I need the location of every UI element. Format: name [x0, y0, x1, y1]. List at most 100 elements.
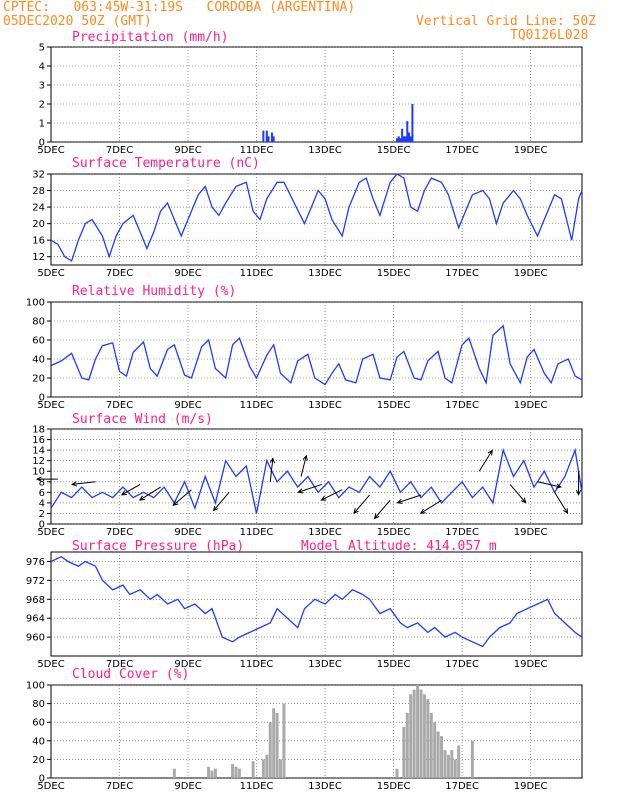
wind-vector-arrow: [509, 484, 527, 503]
cloud-bar: [261, 759, 265, 778]
pres-ytick-label: 972: [26, 576, 45, 587]
cloud-xtick-label: 13DEC: [308, 781, 342, 792]
cloud-bar: [453, 759, 457, 778]
pres-panel: 5DEC 7DEC 9DEC 11DEC 13DEC 15DEC 17DEC 19DEC 960…: [26, 551, 583, 670]
cloud-bar: [275, 712, 279, 778]
precip-xtick-label: 17DEC: [445, 145, 479, 156]
precip-ytick-label: 0: [39, 138, 45, 149]
pres-xtick-label: 7DEC: [106, 659, 133, 670]
rh-xtick-label: 15DEC: [377, 400, 411, 411]
precip-bar: [272, 136, 275, 142]
pres-xtick-label: 9DEC: [174, 659, 201, 670]
cloud-title: Cloud Cover (%): [72, 667, 189, 682]
precip-bar: [401, 128, 404, 142]
cloud-ytick-label: 0: [39, 774, 45, 785]
header-code: TQ0126L028: [510, 28, 589, 43]
rh-xtick-label: 11DEC: [240, 400, 274, 411]
rh-xtick-label: 13DEC: [308, 400, 342, 411]
precip-xtick-label: 19DEC: [514, 145, 548, 156]
cloud-xtick-label: 9DEC: [174, 781, 201, 792]
temp-xtick-label: 7DEC: [106, 268, 133, 279]
precip-bar: [404, 136, 407, 142]
wind-ytick-label: 8: [39, 477, 45, 488]
precip-bar: [267, 136, 270, 142]
wind-vector-arrow: [420, 499, 442, 514]
rh-series-line: [50, 324, 583, 386]
precip-bar: [262, 130, 265, 142]
precip-bar: [411, 104, 414, 142]
precip-xtick-label: 9DEC: [174, 145, 201, 156]
wind-vector-arrowhead: [138, 495, 145, 501]
wind-vector-arrowhead: [35, 476, 42, 482]
wind-vector-arrow: [321, 489, 343, 501]
cloud-bar: [282, 703, 286, 778]
wind-ytick-label: 4: [39, 498, 45, 509]
wind-vector-arrow: [213, 492, 230, 511]
pres-title: Surface Pressure (hPa): [72, 539, 244, 554]
temp-xtick-label: 17DEC: [445, 268, 479, 279]
wind-ytick-label: 2: [39, 509, 45, 520]
temp-xtick-label: 15DEC: [377, 268, 411, 279]
rh-ytick-label: 40: [32, 355, 45, 366]
header-location: CPTEC: 063:45W-31:19S CORDOBA (ARGENTINA…: [3, 0, 356, 15]
temp-xtick-label: 5DEC: [37, 268, 64, 279]
rh-xtick-label: 19DEC: [514, 400, 548, 411]
precip-bar: [407, 132, 410, 142]
cloud-ytick-label: 20: [32, 755, 45, 766]
cloud-bar: [409, 694, 413, 778]
header-grid-note: Vertical Grid Line: 50Z: [416, 14, 597, 29]
pres-xtick-label: 11DEC: [240, 659, 274, 670]
precip-bar: [409, 136, 412, 142]
temp-series-line: [50, 173, 583, 262]
cloud-bar: [450, 750, 454, 778]
cloud-xtick-label: 19DEC: [514, 781, 548, 792]
wind-ytick-label: 10: [32, 467, 45, 478]
wind-frame: [50, 428, 583, 525]
cloud-bar: [265, 754, 269, 778]
temp-title: Surface Temperature (nC): [72, 156, 260, 171]
rh-xtick-label: 5DEC: [37, 400, 64, 411]
wind-vector-arrow: [374, 499, 391, 519]
cloud-bar: [443, 750, 447, 778]
precip-xtick-label: 11DEC: [240, 145, 274, 156]
precip-xtick-label: 15DEC: [377, 145, 411, 156]
wind-vector-arrow: [537, 481, 561, 488]
cloud-bar: [422, 694, 426, 778]
wind-vector-arrowhead: [297, 488, 304, 494]
cloud-bar: [237, 768, 241, 778]
temp-xtick-label: 9DEC: [174, 268, 201, 279]
wind-ytick-label: 12: [32, 456, 45, 467]
wind-vector-arrow: [554, 492, 569, 514]
cloud-bar: [210, 770, 214, 778]
temp-xtick-label: 11DEC: [240, 268, 274, 279]
header-datetime: 05DEC2020 50Z (GMT): [3, 14, 152, 29]
pres-frame: [50, 551, 583, 657]
cloud-ytick-label: 60: [32, 718, 45, 729]
wind-vector-arrowhead: [555, 483, 562, 489]
cloud-bar: [207, 766, 211, 778]
cloud-bar: [402, 726, 406, 778]
cloud-panel: 5DEC 7DEC 9DEC 11DEC 13DEC 15DEC 17DEC 19DEC 0 20…: [26, 681, 583, 792]
temp-frame: [50, 173, 583, 266]
precip-bar: [265, 130, 268, 142]
cloud-bar: [457, 745, 461, 778]
cloud-bar: [172, 768, 176, 778]
pres-ytick-label: 960: [26, 633, 45, 644]
rh-xtick-label: 7DEC: [106, 400, 133, 411]
precip-ytick-label: 3: [39, 81, 45, 92]
precip-ytick-label: 5: [39, 43, 45, 54]
cloud-xtick-label: 15DEC: [377, 781, 411, 792]
pres-xtick-label: 5DEC: [37, 659, 64, 670]
wind-xtick-label: 9DEC: [174, 527, 201, 538]
wind-ytick-label: 0: [39, 520, 45, 531]
wind-vector-arrowhead: [302, 454, 308, 461]
wind-title: Surface Wind (m/s): [72, 412, 213, 427]
pres-ytick-label: 964: [26, 614, 45, 625]
cloud-bar: [419, 689, 423, 778]
cloud-xtick-label: 7DEC: [106, 781, 133, 792]
cloud-ytick-label: 100: [26, 681, 45, 692]
precip-frame: [50, 46, 583, 143]
cloud-bar: [234, 766, 238, 778]
wind-vector-arrowhead: [396, 498, 403, 504]
